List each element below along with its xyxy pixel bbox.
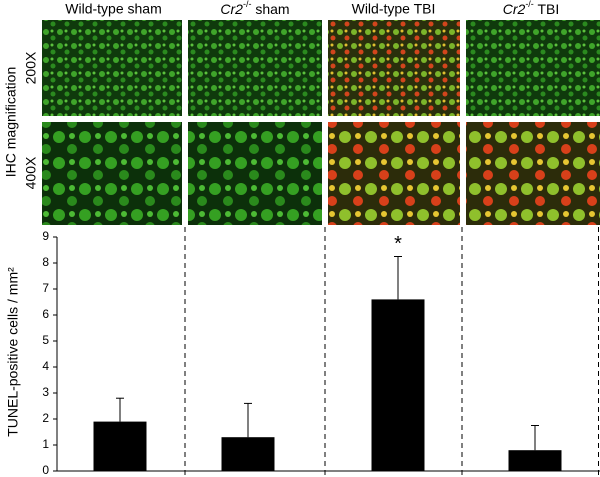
column-label: Cr2-/- TBI	[503, 0, 559, 17]
row-label: 400X	[23, 156, 39, 189]
bar	[221, 437, 275, 471]
column-label: Wild-type sham	[65, 1, 161, 17]
y-tick-label: 4	[42, 359, 49, 373]
image	[42, 122, 182, 225]
bar	[508, 450, 562, 471]
bar	[371, 299, 425, 471]
y-tick-label: 8	[42, 255, 49, 269]
error-bar	[531, 425, 539, 451]
image	[466, 20, 600, 116]
image-axis-label: IHC magnification	[3, 67, 19, 178]
y-tick-label: 0	[42, 463, 49, 477]
y-axis-label: TUNEL-positive cells / mm²	[5, 267, 21, 437]
bar	[93, 421, 147, 471]
y-tick-label: 3	[42, 385, 49, 399]
micrographs	[42, 20, 600, 225]
image	[466, 122, 600, 225]
error-bar	[116, 397, 124, 422]
y-tick-label: 1	[42, 437, 49, 451]
y-tick-label: 9	[42, 229, 49, 243]
y-tick-label: 5	[42, 333, 49, 347]
image	[188, 20, 322, 116]
error-bar	[244, 402, 252, 438]
y-tick-label: 2	[42, 411, 49, 425]
image	[328, 122, 460, 225]
y-tick-label: 7	[42, 281, 49, 295]
y-tick-label: 6	[42, 307, 49, 321]
annotation: *	[394, 233, 402, 255]
image	[328, 20, 460, 116]
column-label: Cr2-/- sham	[220, 0, 289, 17]
error-bar	[394, 256, 402, 300]
column-label: Wild-type TBI	[352, 1, 436, 17]
image	[42, 20, 182, 116]
row-label: 200X	[23, 51, 39, 84]
image	[188, 122, 322, 225]
